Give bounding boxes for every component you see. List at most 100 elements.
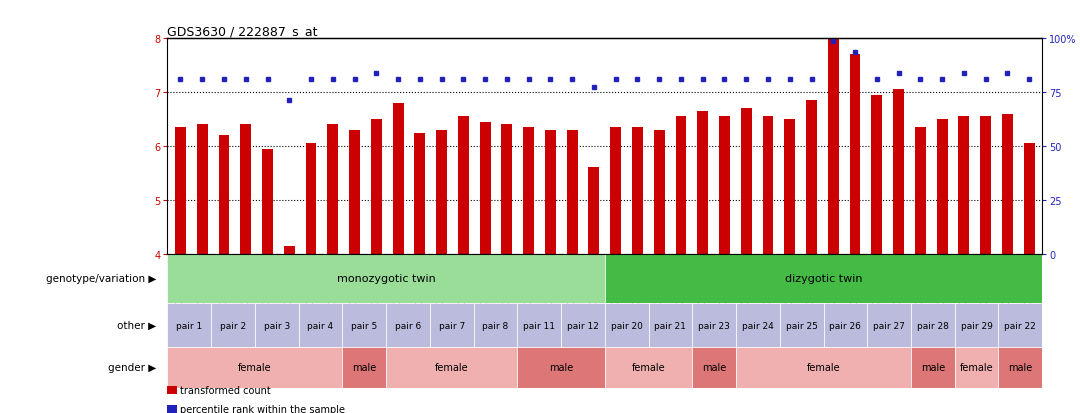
Bar xyxy=(610,128,621,254)
Bar xyxy=(653,131,664,254)
Bar xyxy=(167,347,342,388)
Text: dizygotic twin: dizygotic twin xyxy=(785,274,862,284)
Text: male: male xyxy=(549,363,573,373)
Bar xyxy=(698,112,708,254)
Bar xyxy=(605,347,692,388)
Bar xyxy=(349,131,360,254)
Bar xyxy=(719,117,730,254)
Bar xyxy=(999,347,1042,388)
Bar xyxy=(327,125,338,254)
Bar xyxy=(480,122,490,254)
Text: pair 5: pair 5 xyxy=(351,321,377,330)
Bar xyxy=(1024,144,1035,254)
Bar xyxy=(501,125,512,254)
Bar xyxy=(981,117,991,254)
Bar xyxy=(850,55,861,254)
Text: gender ▶: gender ▶ xyxy=(108,363,157,373)
Text: other ▶: other ▶ xyxy=(118,320,157,330)
Text: pair 7: pair 7 xyxy=(438,321,464,330)
Bar xyxy=(387,347,517,388)
Text: pair 21: pair 21 xyxy=(654,321,687,330)
Bar xyxy=(517,347,605,388)
Bar xyxy=(806,101,816,254)
Bar xyxy=(523,128,535,254)
Bar xyxy=(370,120,381,254)
Bar xyxy=(545,131,556,254)
Text: pair 4: pair 4 xyxy=(308,321,334,330)
Text: male: male xyxy=(352,363,376,373)
Text: genotype/variation ▶: genotype/variation ▶ xyxy=(46,274,157,284)
Text: male: male xyxy=(702,363,726,373)
Bar xyxy=(387,304,430,347)
Bar xyxy=(784,120,795,254)
Bar xyxy=(255,304,298,347)
Bar xyxy=(955,347,999,388)
Bar xyxy=(867,304,912,347)
Bar xyxy=(828,36,839,254)
Bar xyxy=(517,304,562,347)
Bar xyxy=(649,304,692,347)
Bar xyxy=(218,136,229,254)
Bar xyxy=(474,304,517,347)
Text: percentile rank within the sample: percentile rank within the sample xyxy=(180,404,346,413)
Text: pair 24: pair 24 xyxy=(742,321,773,330)
Bar xyxy=(955,304,999,347)
Bar xyxy=(912,304,955,347)
Bar xyxy=(915,128,926,254)
Text: monozygotic twin: monozygotic twin xyxy=(337,274,435,284)
Text: pair 1: pair 1 xyxy=(176,321,202,330)
Bar xyxy=(306,144,316,254)
Bar xyxy=(175,128,186,254)
Bar xyxy=(780,304,824,347)
Bar xyxy=(458,117,469,254)
Text: pair 22: pair 22 xyxy=(1004,321,1036,330)
Text: female: female xyxy=(435,363,469,373)
Bar xyxy=(741,109,752,254)
Bar xyxy=(936,120,947,254)
Text: pair 27: pair 27 xyxy=(873,321,905,330)
Text: female: female xyxy=(960,363,994,373)
Bar xyxy=(562,304,605,347)
Bar xyxy=(999,304,1042,347)
Bar xyxy=(958,117,970,254)
Text: pair 12: pair 12 xyxy=(567,321,599,330)
Bar xyxy=(737,304,780,347)
Text: female: female xyxy=(807,363,840,373)
Bar xyxy=(393,104,404,254)
Text: pair 3: pair 3 xyxy=(264,321,289,330)
Text: pair 20: pair 20 xyxy=(610,321,643,330)
Bar xyxy=(212,304,255,347)
Bar xyxy=(415,133,426,254)
Bar xyxy=(692,347,737,388)
Text: pair 8: pair 8 xyxy=(483,321,509,330)
Bar xyxy=(589,168,599,254)
Bar xyxy=(436,131,447,254)
Bar xyxy=(298,304,342,347)
Bar xyxy=(605,254,1042,304)
Text: female: female xyxy=(238,363,272,373)
Bar xyxy=(737,347,912,388)
Text: pair 6: pair 6 xyxy=(395,321,421,330)
Bar xyxy=(567,131,578,254)
Bar xyxy=(893,90,904,254)
Bar xyxy=(262,149,273,254)
Text: pair 28: pair 28 xyxy=(917,321,949,330)
Text: pair 25: pair 25 xyxy=(785,321,818,330)
Text: GDS3630 / 222887_s_at: GDS3630 / 222887_s_at xyxy=(167,25,318,38)
Text: pair 2: pair 2 xyxy=(220,321,246,330)
Bar xyxy=(1002,114,1013,254)
Bar xyxy=(342,304,387,347)
Text: pair 26: pair 26 xyxy=(829,321,862,330)
Text: male: male xyxy=(1009,363,1032,373)
Bar xyxy=(824,304,867,347)
Bar xyxy=(632,128,643,254)
Text: pair 11: pair 11 xyxy=(523,321,555,330)
Bar xyxy=(241,125,252,254)
Text: female: female xyxy=(632,363,665,373)
Bar xyxy=(762,117,773,254)
Bar xyxy=(430,304,474,347)
Text: male: male xyxy=(921,363,945,373)
Bar xyxy=(342,347,387,388)
Bar xyxy=(912,347,955,388)
Bar xyxy=(167,254,605,304)
